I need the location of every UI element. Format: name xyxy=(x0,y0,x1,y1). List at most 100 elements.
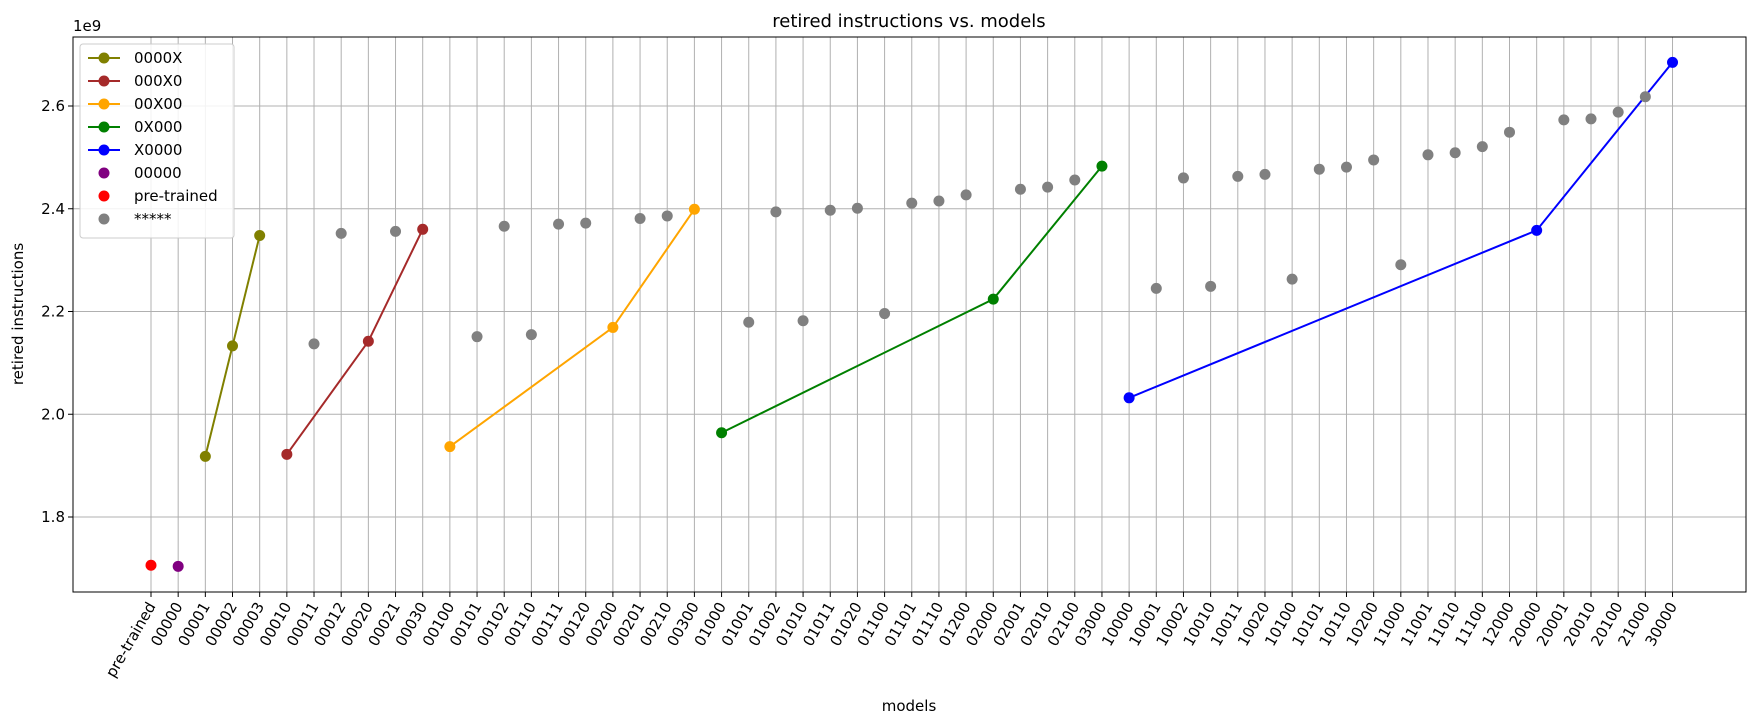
legend-label: ***** xyxy=(134,210,172,228)
data-point xyxy=(444,441,456,453)
data-point xyxy=(1069,174,1081,186)
data-point xyxy=(607,321,619,333)
data-point xyxy=(743,316,755,328)
data-point xyxy=(1667,56,1679,68)
legend-label: 0X000 xyxy=(134,118,182,136)
legend-marker xyxy=(98,98,110,110)
legend-entry: 00X00 xyxy=(88,95,182,113)
y-tick-label: 1.8 xyxy=(41,508,65,526)
legend-entry: 0X000 xyxy=(88,118,182,136)
legend-label: 0000X xyxy=(134,49,182,67)
legend-entry: ***** xyxy=(98,210,172,228)
data-point xyxy=(1150,282,1162,294)
data-point xyxy=(145,559,157,571)
legend-label: X0000 xyxy=(134,141,182,159)
data-point xyxy=(906,197,918,209)
data-point xyxy=(1395,259,1407,271)
data-point xyxy=(1014,183,1026,195)
data-point xyxy=(1259,168,1271,180)
data-point xyxy=(1449,147,1461,159)
data-point xyxy=(824,204,836,216)
data-point xyxy=(498,220,510,232)
data-point xyxy=(1612,106,1624,118)
data-point xyxy=(661,210,673,222)
legend-label: 000X0 xyxy=(134,72,182,90)
data-point xyxy=(1422,149,1434,161)
data-point xyxy=(688,203,700,215)
series-00000 xyxy=(172,560,184,572)
legend-marker xyxy=(98,190,110,202)
plot-frame xyxy=(72,36,1747,593)
data-point xyxy=(879,308,891,320)
data-point xyxy=(553,218,565,230)
data-point xyxy=(1368,154,1380,166)
data-point xyxy=(1476,141,1488,153)
y-multiplier-label: 1e9 xyxy=(73,17,101,35)
data-point xyxy=(1042,181,1054,193)
data-point xyxy=(199,450,211,462)
y-axis: 1.8 2.0 2.2 2.4 2.6 xyxy=(41,97,73,526)
series-0X000 xyxy=(716,160,1108,439)
data-point xyxy=(172,560,184,572)
legend-label: 00000 xyxy=(134,164,182,182)
data-point xyxy=(797,315,809,327)
chart-title: retired instructions vs. models xyxy=(772,11,1045,32)
data-point xyxy=(281,448,293,460)
data-point xyxy=(417,223,429,235)
data-point xyxy=(770,206,782,218)
legend-label: 00X00 xyxy=(134,95,182,113)
data-point xyxy=(1531,224,1543,236)
y-tick-label: 2.2 xyxy=(41,303,65,321)
legend-entry: pre-trained xyxy=(98,187,218,205)
legend-marker xyxy=(98,121,110,133)
data-point xyxy=(1313,163,1325,175)
legend-entry: 0000X xyxy=(88,49,182,67)
data-point xyxy=(1639,91,1651,103)
data-point xyxy=(1340,161,1352,173)
y-axis-title: retired instructions xyxy=(9,243,27,385)
y-tick-label: 2.0 xyxy=(41,405,65,423)
series-***** xyxy=(308,91,1651,350)
series-layer xyxy=(145,56,1679,572)
series-000X0 xyxy=(281,223,429,460)
data-point xyxy=(1205,280,1217,292)
data-point xyxy=(390,225,402,237)
legend: 0000X 000X0 00X00 0X000 X0000 00000 pre-traine… xyxy=(79,43,235,239)
legend-marker xyxy=(98,75,110,87)
y-tick-label: 2.6 xyxy=(41,97,65,115)
data-point xyxy=(525,329,537,341)
series-X0000 xyxy=(1123,56,1679,404)
data-point xyxy=(254,229,266,241)
data-point xyxy=(1177,172,1189,184)
series-00X00 xyxy=(444,203,700,453)
legend-entry: 000X0 xyxy=(88,72,182,90)
data-point xyxy=(1504,126,1515,138)
x-axis-title: models xyxy=(882,697,937,715)
legend-box xyxy=(79,43,235,239)
data-point xyxy=(1232,170,1244,182)
y-tick-label: 2.4 xyxy=(41,200,65,218)
legend-entry: 00000 xyxy=(98,164,182,182)
data-point xyxy=(1585,113,1597,125)
series-0000X xyxy=(199,229,266,462)
series-pre-trained xyxy=(145,559,157,571)
data-point xyxy=(362,335,374,347)
data-point xyxy=(580,217,592,229)
data-point xyxy=(960,189,972,201)
data-point xyxy=(987,293,999,305)
data-point xyxy=(1558,114,1570,126)
data-point xyxy=(716,427,728,439)
data-point xyxy=(933,195,945,207)
data-point xyxy=(1123,392,1135,404)
data-point xyxy=(851,202,863,214)
data-point xyxy=(634,213,646,225)
data-point xyxy=(471,331,483,343)
legend-entry: X0000 xyxy=(88,141,182,159)
legend-marker xyxy=(98,52,110,64)
legend-marker xyxy=(98,213,110,225)
data-point xyxy=(227,340,239,352)
data-point xyxy=(1286,273,1298,285)
legend-marker xyxy=(98,167,110,179)
data-point xyxy=(335,227,347,239)
